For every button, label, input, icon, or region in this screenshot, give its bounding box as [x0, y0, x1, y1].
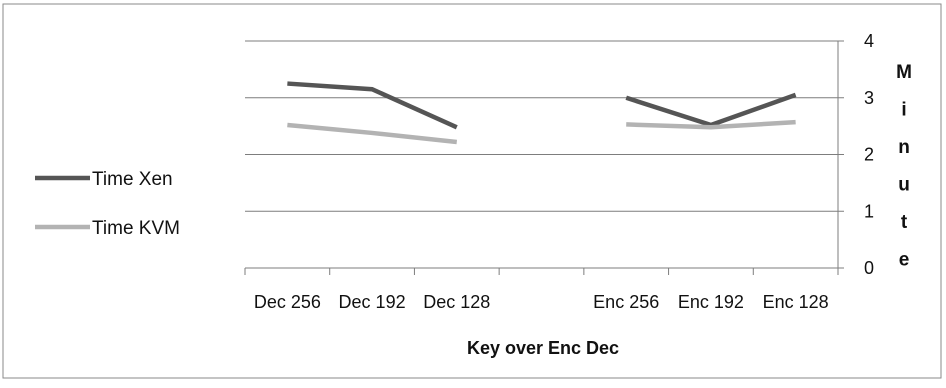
y-tick-label: 4 [864, 31, 874, 51]
chart-border [2, 3, 942, 379]
y-tick-label: 3 [864, 88, 874, 108]
y-tick-label: 1 [864, 201, 874, 221]
y-tick-labels: 0 1 2 3 4 [864, 31, 874, 278]
series-line-xen [287, 81, 458, 130]
y-tick-label: 2 [864, 145, 874, 165]
series-lines [287, 81, 797, 145]
legend-label: Time Xen [92, 169, 173, 190]
x-tick-labels: Dec 256 Dec 192 Dec 128 Enc 256 Enc 192 Enc 1… [254, 292, 829, 312]
x-axis-title: Key over Enc Dec [467, 338, 619, 358]
axes [244, 40, 844, 275]
x-tick-label: Enc 128 [763, 292, 829, 312]
x-tick-label: Dec 192 [339, 292, 406, 312]
y-tick-label: 0 [864, 258, 874, 278]
series-line-kvm [287, 122, 458, 145]
series-line-xen [625, 92, 797, 128]
x-tick-label: Enc 256 [593, 292, 659, 312]
gridlines [245, 40, 838, 212]
series-line-kvm [626, 119, 796, 130]
x-tick-label: Enc 192 [678, 292, 744, 312]
legend: Time Xen Time KVM [35, 169, 180, 239]
x-tick-label: Dec 256 [254, 292, 321, 312]
legend-label: Time KVM [92, 218, 180, 239]
x-tick-label: Dec 128 [423, 292, 490, 312]
